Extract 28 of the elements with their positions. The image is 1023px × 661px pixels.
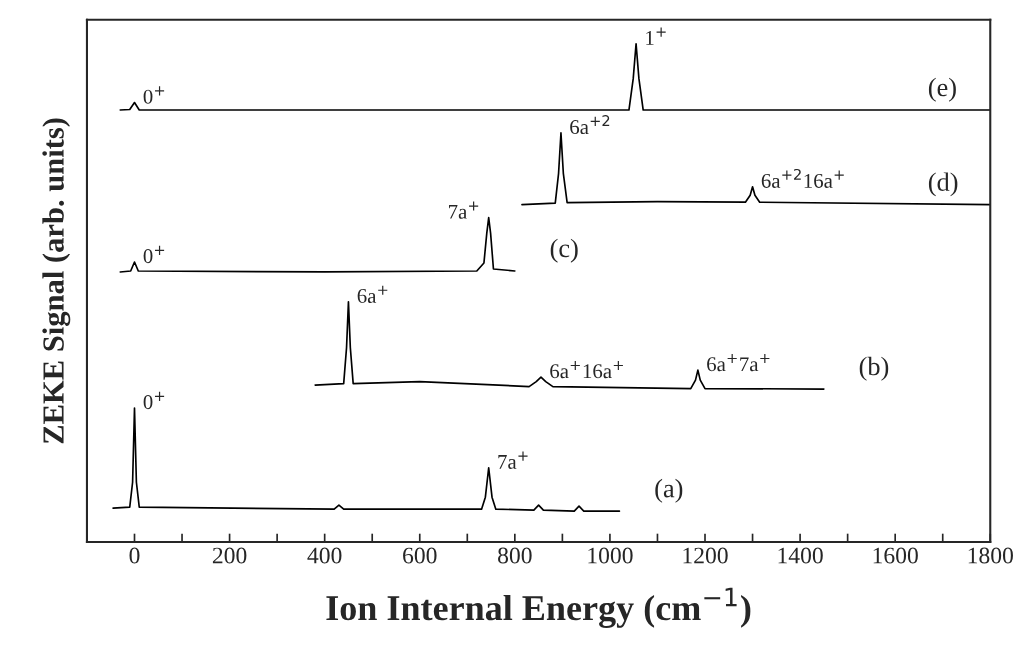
series-label: (a): [655, 478, 683, 503]
annotation: 1$^{+}$: [646, 27, 666, 45]
x-tick-label: 800: [498, 547, 532, 564]
annotation: 7a$^{+}$: [449, 201, 479, 219]
x-tick-label: 1200: [683, 547, 728, 564]
x-tick-label: 1000: [588, 547, 633, 564]
x-tick-label: 1800: [968, 547, 1013, 564]
x-tick-label: 200: [212, 547, 247, 564]
y-axis-title: ZEKE Signal (arb. units): [42, 118, 71, 444]
annotation: 0$^{+}$: [143, 86, 165, 104]
x-tick-label: 1400: [778, 547, 823, 564]
x-tick-label: 0: [129, 547, 140, 564]
x-tick-label: 400: [307, 547, 342, 564]
annotation: 7a$^{+}$: [498, 451, 528, 469]
annotation: 6a$^{+}$7a$^{+}$: [707, 353, 770, 372]
x-axis-title: Ion Internal Energy (cm$^{−1}$): [326, 587, 751, 628]
annotation: 6a$^{+2}$: [570, 115, 610, 135]
annotation: 0$^{+}$: [143, 391, 165, 410]
series-label: (b): [859, 356, 889, 381]
x-tick-label: 1600: [873, 547, 918, 564]
series-label: (c): [550, 238, 578, 263]
annotation: 0$^{+}$: [143, 245, 165, 264]
annotation: 6a$^{+2}$16a$^{+}$: [761, 168, 844, 188]
series-label: (e): [928, 77, 956, 102]
annotation: 6a$^{+}$16a$^{+}$: [550, 360, 623, 379]
x-tick-label: 600: [403, 547, 437, 564]
series-label: (d): [928, 172, 958, 197]
annotation: 6a$^{+}$: [357, 285, 388, 303]
